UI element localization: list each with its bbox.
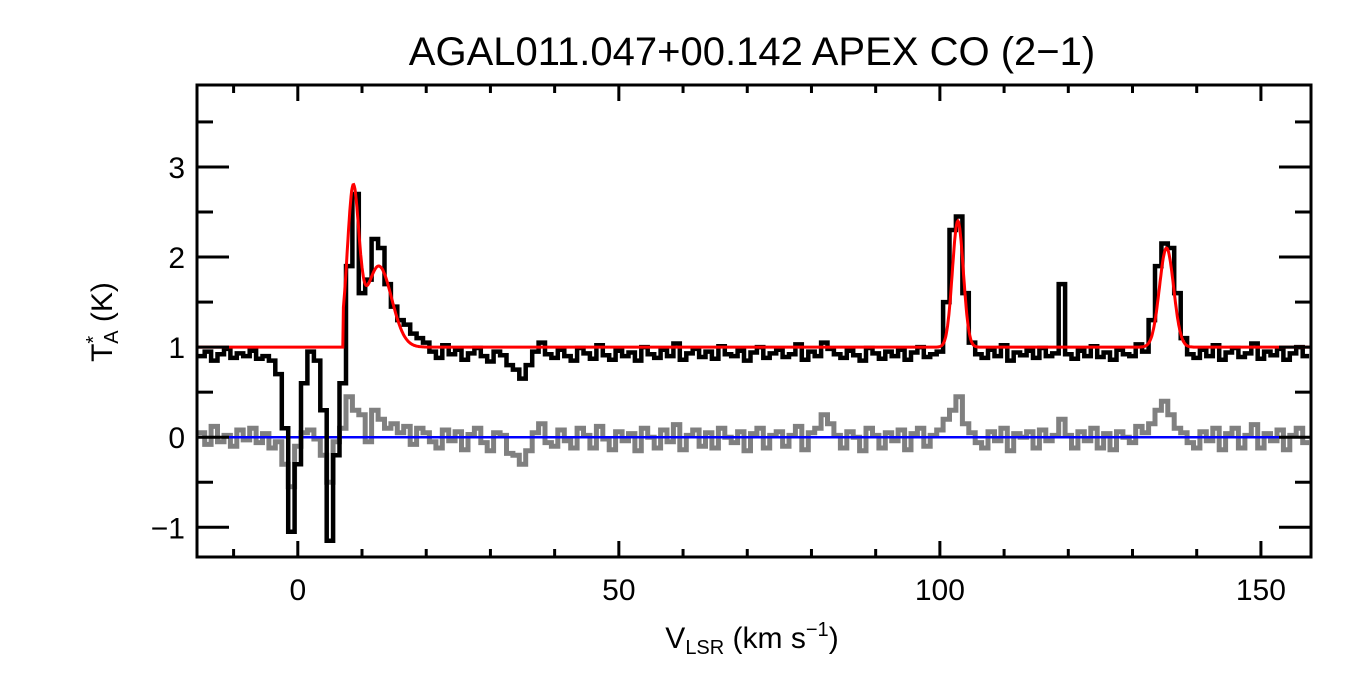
gaussian-fit-line <box>197 182 1311 349</box>
x-tick-label: 100 <box>915 574 965 607</box>
x-tick-label: 50 <box>602 574 635 607</box>
y-tick-label: 3 <box>168 152 185 185</box>
plot-frame <box>195 83 1313 559</box>
axis-ticks: 0 50 100 150 −1 0 1 2 3 <box>151 85 1311 607</box>
chart-title: AGAL011.047+00.142 APEX CO (2−1) <box>409 30 1095 74</box>
x-tick-label: 150 <box>1236 574 1286 607</box>
y-tick-label: 0 <box>168 422 185 455</box>
x-axis-label: VLSR (km s−1) <box>665 619 838 659</box>
plot-area <box>197 182 1311 544</box>
x-tick-label: 0 <box>289 574 306 607</box>
y-axis-label: T*A (K) <box>83 282 123 362</box>
spectrum-series <box>198 191 1310 544</box>
y-tick-label: 1 <box>168 332 185 365</box>
y-tick-label: 2 <box>168 242 185 275</box>
y-tick-label: −1 <box>151 512 185 545</box>
residual-series <box>198 394 1310 490</box>
